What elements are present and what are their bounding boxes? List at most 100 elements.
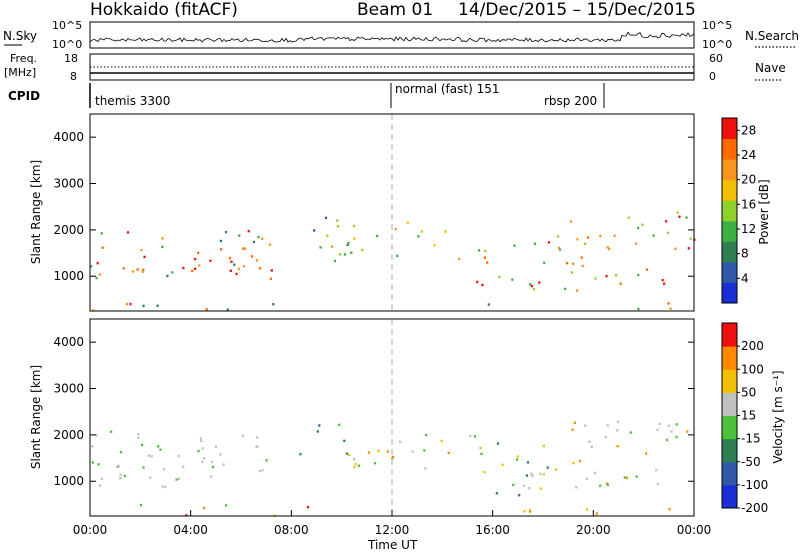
data-cell [131, 270, 135, 273]
data-cell [205, 308, 208, 311]
data-cell [417, 235, 420, 238]
velocity-colorbar: 200 100 50 15 -15 -50 -100 -200 [721, 322, 768, 515]
data-cell [226, 308, 229, 311]
data-cell [123, 474, 126, 478]
data-cell [501, 463, 504, 467]
data-cell [228, 256, 232, 260]
colorbar-swatch [722, 438, 737, 463]
colorbar-tick-label: 24 [741, 148, 756, 162]
data-cell [486, 261, 489, 264]
x-tick-label: 16:00 [475, 523, 510, 537]
nsky-data-trace [89, 31, 695, 44]
data-cell [156, 304, 159, 307]
data-cell [424, 467, 427, 470]
data-cell [346, 243, 349, 247]
data-cell [604, 435, 607, 439]
freq-label: Freq. [10, 52, 37, 65]
data-cell [663, 282, 666, 285]
colorbar-tick-label: 20 [741, 173, 756, 187]
data-cell [242, 247, 245, 250]
data-cell [255, 445, 258, 449]
data-cell [606, 482, 609, 485]
data-cell [142, 268, 145, 271]
power-ylabel: Slant Range [km] [29, 160, 43, 264]
data-cell [473, 435, 477, 438]
data-cell [532, 288, 536, 291]
nave-tick-top: 60 [709, 52, 723, 65]
data-cell [209, 259, 212, 262]
data-cell [339, 253, 342, 256]
data-cell [478, 249, 481, 252]
y-tick-label: 1000 [53, 269, 84, 283]
data-cell [354, 462, 357, 466]
data-cell [608, 247, 611, 251]
data-cell [161, 237, 164, 240]
colorbar-tick-label: -200 [741, 501, 768, 515]
data-cell [627, 216, 630, 219]
data-cell [595, 512, 599, 515]
data-cell [319, 246, 322, 249]
data-cell [376, 234, 379, 238]
data-cell [95, 434, 98, 437]
data-cell [98, 484, 102, 487]
data-cell [571, 428, 574, 431]
data-cell [201, 460, 204, 464]
data-cell [572, 262, 575, 265]
data-cell [373, 462, 377, 465]
data-cell [645, 452, 648, 455]
data-cell [125, 302, 129, 306]
freq-tick-top: 18 [64, 52, 78, 65]
data-cell [161, 485, 164, 488]
nsky-line [89, 31, 695, 44]
data-cell [343, 253, 346, 256]
data-cell [689, 237, 692, 240]
data-cell [119, 477, 122, 480]
data-cell [581, 264, 584, 268]
data-cell [238, 234, 241, 237]
data-cell [670, 430, 673, 433]
data-cell [386, 450, 390, 453]
data-cell [136, 268, 139, 271]
data-cell [306, 505, 310, 509]
data-cell [476, 280, 479, 284]
colorbar-tick-label: 100 [741, 362, 764, 376]
cpid-segment-1: themis 3300 [95, 94, 170, 108]
nave-tick-bottom: 0 [709, 70, 716, 83]
data-cell [244, 247, 247, 250]
data-cell [350, 251, 353, 254]
data-cell [484, 249, 487, 253]
data-cell [209, 475, 213, 478]
data-cell [674, 247, 677, 251]
data-cell [100, 477, 104, 481]
colorbar-tick-label: 50 [741, 385, 756, 399]
data-cell [318, 424, 321, 427]
colorbar-swatch [722, 392, 737, 416]
colorbar-swatch [722, 461, 737, 486]
x-tick-label: 12:00 [375, 523, 410, 537]
data-cell [299, 452, 302, 456]
data-cell [92, 309, 95, 312]
data-cell [219, 453, 222, 456]
data-cell [564, 287, 567, 291]
data-cell [447, 451, 450, 455]
cpid-panel: CPID themis 3300 normal (fast) 151 rbsp … [8, 82, 605, 108]
data-cell [392, 455, 395, 459]
data-cell [569, 220, 573, 223]
data-cell [101, 246, 104, 249]
data-cell [655, 469, 658, 472]
y-tick-label: 4000 [53, 335, 84, 349]
data-cell [313, 229, 316, 232]
colorbar-swatch [722, 261, 737, 283]
data-cell [580, 256, 583, 259]
colorbar-swatch [722, 200, 737, 222]
data-cell [361, 248, 364, 252]
data-cell [570, 271, 573, 274]
data-cell [343, 439, 346, 443]
data-cell [425, 433, 428, 437]
data-cell [255, 259, 259, 262]
data-cell [352, 224, 356, 228]
beam-label: Beam 01 [357, 0, 433, 20]
data-cell [433, 244, 436, 247]
data-cell [533, 242, 537, 245]
data-cell [261, 469, 264, 472]
